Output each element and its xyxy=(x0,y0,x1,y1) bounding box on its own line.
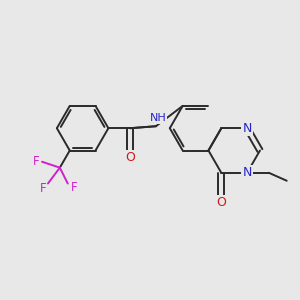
Text: N: N xyxy=(242,166,252,179)
Text: N: N xyxy=(242,122,252,135)
Text: O: O xyxy=(216,196,226,209)
Text: O: O xyxy=(125,152,135,164)
Text: F: F xyxy=(33,155,39,168)
Text: F: F xyxy=(70,181,77,194)
Text: F: F xyxy=(40,182,46,195)
Text: NH: NH xyxy=(150,113,166,123)
